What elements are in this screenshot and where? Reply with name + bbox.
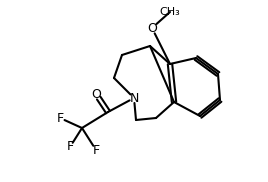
Text: N: N <box>129 92 139 104</box>
Text: F: F <box>57 112 64 124</box>
Text: CH₃: CH₃ <box>160 7 180 17</box>
Text: O: O <box>147 21 157 35</box>
Text: F: F <box>92 143 100 157</box>
Text: F: F <box>66 141 73 153</box>
Text: O: O <box>91 88 101 100</box>
